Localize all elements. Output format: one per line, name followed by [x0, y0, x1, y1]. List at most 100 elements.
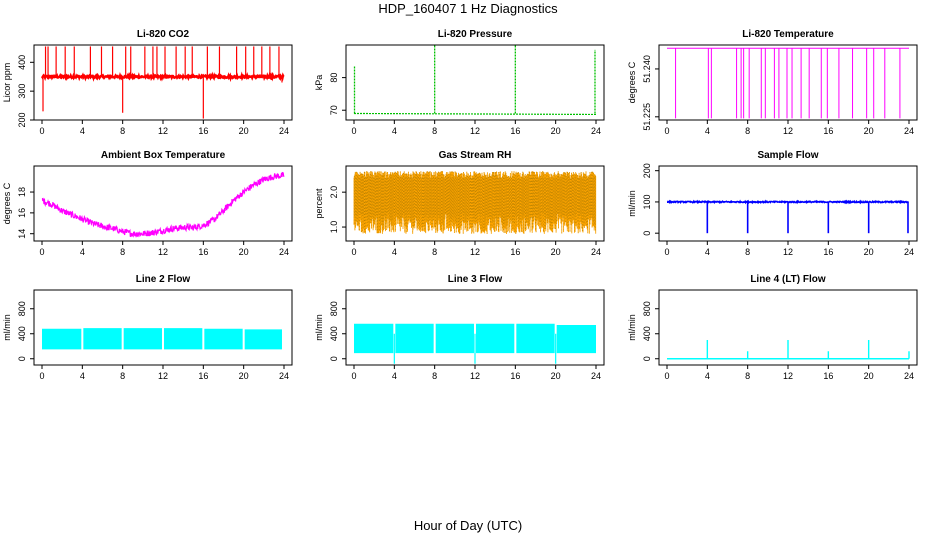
x-tick-label: 20	[239, 247, 249, 257]
y-axis-label: ml/min	[627, 190, 637, 217]
x-axis-label: Hour of Day (UTC)	[413, 518, 523, 533]
x-tick-label: 12	[158, 371, 168, 381]
y-tick-label: 800	[642, 301, 652, 316]
x-tick-label: 8	[120, 247, 125, 257]
flow-band	[354, 323, 394, 354]
flow-band	[123, 328, 162, 350]
x-tick-label: 4	[705, 371, 710, 381]
x-tick-label: 0	[351, 126, 356, 136]
y-axis-label: percent	[314, 188, 324, 219]
series	[353, 45, 597, 116]
x-tick-label: 12	[783, 247, 793, 257]
x-tick-label: 4	[392, 126, 397, 136]
x-tick-label: 20	[239, 371, 249, 381]
series	[353, 171, 597, 234]
panel-8: Line 4 (LT) Flow ml/min 0 4 8 12 16 20 24 0 400 800	[627, 274, 918, 381]
y-tick-label: 80	[329, 73, 339, 83]
y-tick-label: 16	[17, 208, 27, 218]
flow-band	[204, 328, 243, 350]
flow-band	[556, 325, 596, 354]
y-axis-label: ml/min	[2, 314, 12, 341]
panel-1: Li-820 Pressure kPa 0 4 8 12 16 20 24 70 80	[314, 29, 605, 136]
y-tick-label: 0	[329, 356, 339, 361]
y-tick-label: 400	[17, 55, 27, 70]
panel-title: Li-820 CO2	[137, 29, 190, 40]
y-tick-label: 800	[329, 301, 339, 316]
x-tick-label: 8	[432, 371, 437, 381]
x-tick-label: 8	[745, 247, 750, 257]
flow-band	[395, 323, 434, 354]
x-tick-label: 0	[39, 371, 44, 381]
x-tick-label: 0	[664, 371, 669, 381]
y-tick-label: 800	[17, 301, 27, 316]
x-tick-label: 12	[158, 126, 168, 136]
y-tick-label: 200	[17, 112, 27, 127]
panel-title: Ambient Box Temperature	[101, 150, 226, 161]
flow-band	[516, 323, 555, 354]
x-tick-label: 12	[783, 371, 793, 381]
x-tick-label: 0	[351, 371, 356, 381]
panel-title: Li-820 Temperature	[742, 29, 834, 40]
x-tick-label: 20	[551, 371, 561, 381]
series	[354, 323, 596, 364]
x-tick-label: 12	[470, 371, 480, 381]
y-tick-label: 1.0	[329, 221, 339, 234]
x-tick-label: 0	[39, 247, 44, 257]
x-tick-label: 8	[120, 126, 125, 136]
x-tick-label: 16	[823, 247, 833, 257]
panel-3: Ambient Box Temperature degrees C 0 4 8 12 16 2…	[2, 150, 293, 257]
plot-frame	[33, 165, 293, 242]
x-tick-label: 12	[158, 247, 168, 257]
x-tick-label: 20	[864, 126, 874, 136]
series	[41, 171, 285, 239]
plot-frame	[345, 44, 605, 121]
y-axis-label: kPa	[314, 75, 324, 91]
y-axis-label: degrees C	[2, 182, 12, 224]
x-tick-label: 8	[745, 126, 750, 136]
x-tick-label: 24	[904, 247, 914, 257]
x-tick-label: 16	[510, 247, 520, 257]
y-tick-label: 300	[17, 84, 27, 99]
y-tick-label: 18	[17, 187, 27, 197]
y-tick-label: 200	[642, 163, 652, 178]
x-tick-label: 12	[470, 247, 480, 257]
x-tick-label: 12	[783, 126, 793, 136]
series	[42, 328, 282, 350]
flow-band	[244, 329, 282, 350]
x-tick-label: 24	[279, 371, 289, 381]
x-tick-label: 4	[80, 126, 85, 136]
y-tick-label: 0	[642, 356, 652, 361]
x-tick-label: 16	[510, 126, 520, 136]
x-tick-label: 8	[432, 247, 437, 257]
y-tick-label: 51.240	[642, 55, 652, 83]
x-tick-label: 16	[198, 126, 208, 136]
x-tick-label: 24	[279, 126, 289, 136]
x-tick-label: 16	[823, 126, 833, 136]
flow-band	[42, 328, 82, 350]
y-tick-label: 400	[329, 326, 339, 341]
series-line	[40, 71, 285, 83]
x-tick-label: 20	[864, 371, 874, 381]
y-tick-label: 2.0	[329, 186, 339, 199]
x-tick-label: 4	[80, 247, 85, 257]
panel-7: Line 3 Flow ml/min 0 4 8 12 16 20 24 0 400 800	[314, 274, 605, 381]
x-tick-label: 16	[198, 371, 208, 381]
panel-title: Line 2 Flow	[136, 274, 191, 285]
panel-title: Li-820 Pressure	[438, 29, 513, 40]
series	[667, 47, 909, 119]
y-axis-label: ml/min	[627, 314, 637, 341]
x-tick-label: 8	[745, 371, 750, 381]
panel-title: Gas Stream RH	[439, 150, 512, 161]
series	[40, 46, 285, 119]
series-band-points	[353, 171, 596, 234]
y-axis-label: ml/min	[314, 314, 324, 341]
x-tick-label: 0	[664, 247, 669, 257]
plot-frame	[658, 44, 918, 121]
plot-frame	[33, 289, 293, 366]
y-axis-label: Licor ppm	[2, 63, 12, 103]
series-line	[353, 112, 597, 116]
x-tick-label: 0	[39, 126, 44, 136]
panel-4: Gas Stream RH percent 0 4 8 12 16 20 24 1.0 2.0	[314, 150, 605, 257]
series-line	[41, 171, 285, 239]
